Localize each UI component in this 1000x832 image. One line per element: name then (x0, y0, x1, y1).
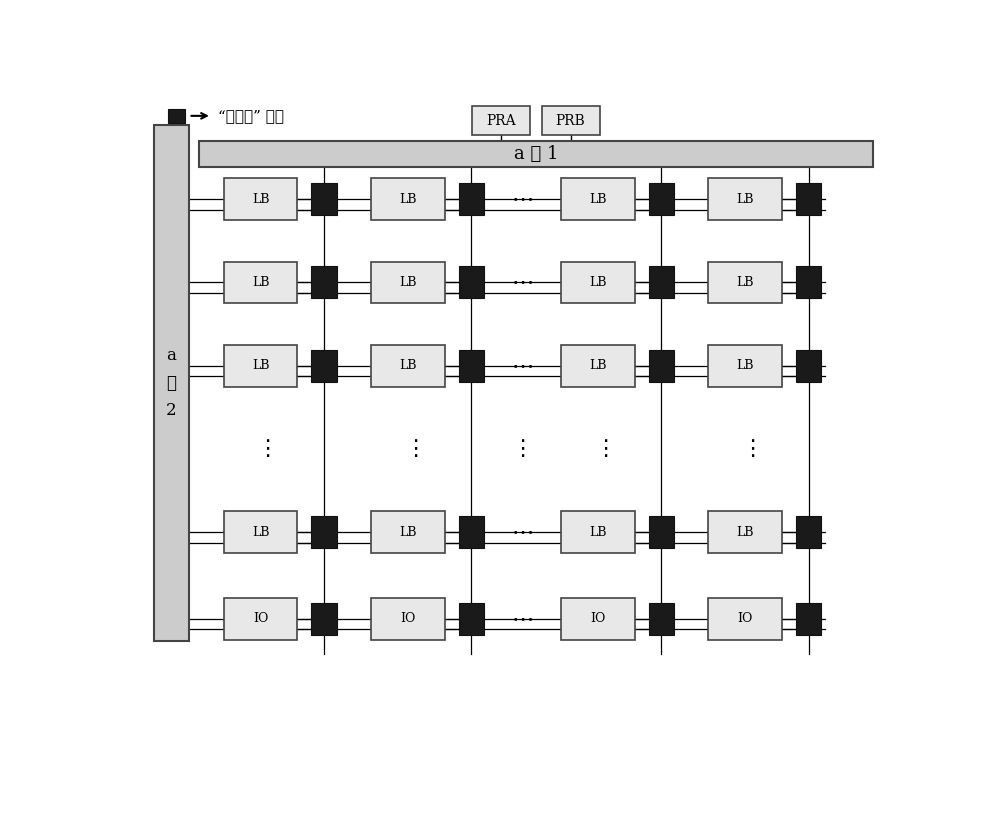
Bar (154, 126, 189, 641)
Bar (311, 349, 337, 382)
Bar (311, 266, 337, 299)
Text: ⋯: ⋯ (511, 189, 534, 209)
Text: PRB: PRB (556, 114, 586, 127)
Text: LB: LB (736, 193, 754, 206)
Bar (459, 266, 484, 299)
Text: LB: LB (252, 193, 269, 206)
Text: LB: LB (399, 526, 417, 539)
Bar (796, 602, 821, 635)
Text: LB: LB (736, 276, 754, 289)
Text: LB: LB (252, 276, 269, 289)
Text: ⋮: ⋮ (511, 439, 534, 459)
Bar (472, 106, 530, 135)
Bar (796, 183, 821, 215)
Bar (311, 183, 337, 215)
Text: ⋯: ⋯ (511, 356, 534, 376)
Text: ⋯: ⋯ (511, 272, 534, 292)
Bar (708, 261, 782, 303)
Bar (649, 266, 674, 299)
Bar (199, 141, 873, 167)
Text: PRA: PRA (486, 114, 516, 127)
Text: LB: LB (399, 276, 417, 289)
Text: “微探针” 电路: “微探针” 电路 (218, 109, 284, 123)
Bar (561, 598, 635, 640)
Bar (311, 516, 337, 548)
Bar (649, 349, 674, 382)
Text: IO: IO (400, 612, 416, 626)
Bar (459, 349, 484, 382)
Bar (649, 183, 674, 215)
Text: LB: LB (736, 359, 754, 372)
Bar (561, 345, 635, 387)
Bar (561, 261, 635, 303)
Text: LB: LB (399, 193, 417, 206)
Bar (371, 512, 445, 553)
Text: ⋯: ⋯ (511, 522, 534, 542)
Text: LB: LB (589, 193, 606, 206)
Bar (459, 516, 484, 548)
Bar (168, 109, 185, 123)
Text: LB: LB (399, 359, 417, 372)
Bar (224, 261, 297, 303)
Text: a 链 1: a 链 1 (514, 146, 558, 163)
Bar (796, 266, 821, 299)
Text: LB: LB (589, 276, 606, 289)
Bar (459, 602, 484, 635)
Bar (561, 178, 635, 220)
Bar (796, 349, 821, 382)
Bar (224, 512, 297, 553)
Bar (371, 598, 445, 640)
Text: a
链
2: a 链 2 (166, 348, 177, 419)
Bar (542, 106, 600, 135)
Text: LB: LB (252, 359, 269, 372)
Text: IO: IO (590, 612, 605, 626)
Bar (371, 178, 445, 220)
Bar (649, 516, 674, 548)
Text: LB: LB (736, 526, 754, 539)
Bar (371, 261, 445, 303)
Bar (708, 345, 782, 387)
Text: IO: IO (737, 612, 753, 626)
Text: LB: LB (589, 359, 606, 372)
Bar (224, 178, 297, 220)
Text: LB: LB (589, 526, 606, 539)
Bar (561, 512, 635, 553)
Text: ⋮: ⋮ (256, 439, 279, 459)
Bar (371, 345, 445, 387)
Text: ⋮: ⋮ (741, 439, 763, 459)
Bar (459, 183, 484, 215)
Text: ⋯: ⋯ (511, 609, 534, 629)
Bar (708, 178, 782, 220)
Bar (796, 516, 821, 548)
Bar (708, 598, 782, 640)
Bar (224, 345, 297, 387)
Text: LB: LB (252, 526, 269, 539)
Bar (649, 602, 674, 635)
Text: ⋮: ⋮ (594, 439, 616, 459)
Text: IO: IO (253, 612, 268, 626)
Bar (708, 512, 782, 553)
Bar (311, 602, 337, 635)
Text: ⋮: ⋮ (404, 439, 426, 459)
Bar (224, 598, 297, 640)
